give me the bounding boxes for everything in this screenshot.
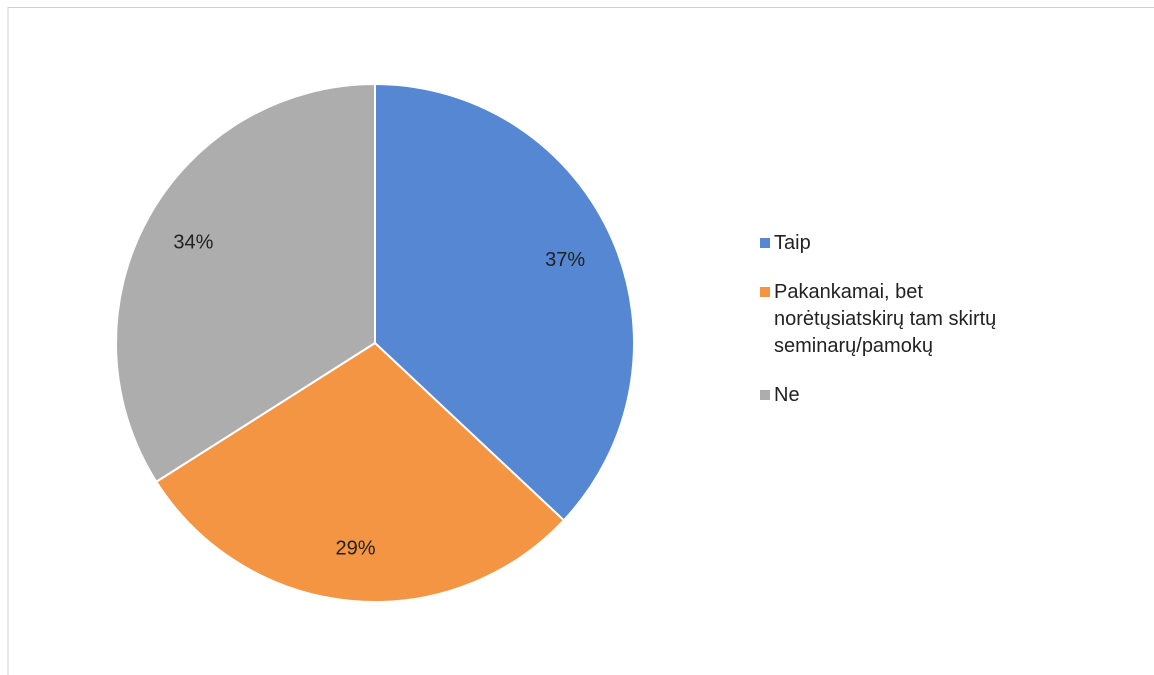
legend-label: Pakankamai, bet norėtųsiatskirų tam skir… [774, 281, 997, 357]
legend-swatch [760, 287, 770, 297]
legend-swatch [760, 390, 770, 400]
legend-item: Pakankamai, bet norėtųsiatskirų tam skir… [760, 279, 1050, 360]
pie-slice [154, 341, 566, 603]
data-label: 34% [173, 231, 213, 253]
legend-swatch [760, 238, 770, 248]
legend: Taip Pakankamai, bet norėtųsiatskirų tam … [760, 230, 1050, 431]
legend-label: Taip [774, 232, 811, 254]
data-label: 37% [545, 249, 585, 271]
legend-item: Taip [760, 230, 1050, 257]
pie-slice [115, 82, 376, 484]
data-label: 29% [335, 538, 375, 560]
chart-border [7, 7, 1154, 675]
pie-slice [374, 82, 635, 522]
legend-label: Ne [774, 384, 800, 406]
legend-item: Ne [760, 382, 1050, 409]
